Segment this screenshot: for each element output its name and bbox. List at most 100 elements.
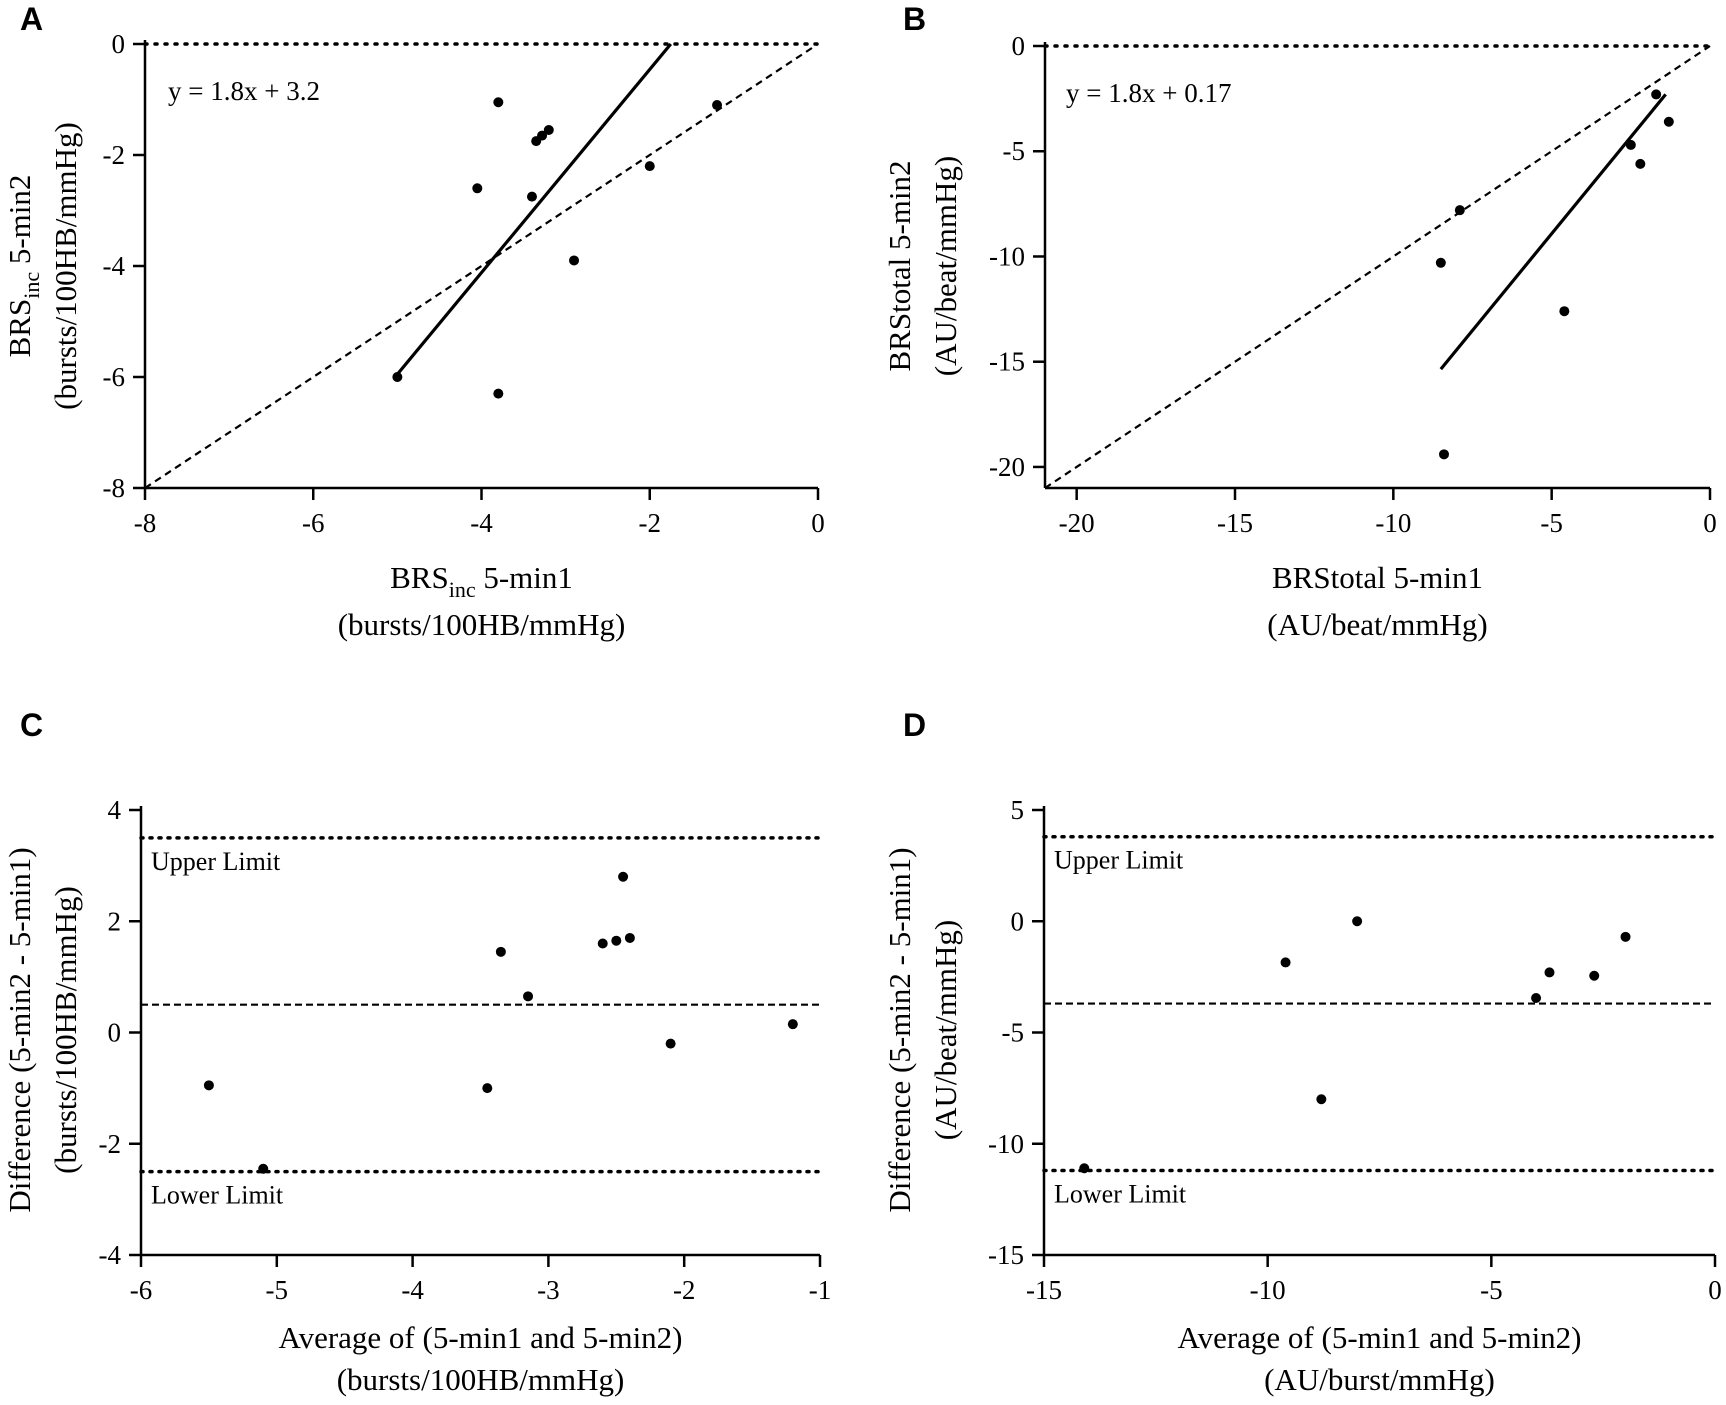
y-tick-label: -5 [1002, 1018, 1025, 1048]
y-tick-label: -15 [989, 347, 1025, 377]
data-point [472, 183, 483, 194]
data-point [1531, 993, 1542, 1004]
x-tick-label: -15 [1217, 508, 1253, 538]
panel-d: D -15 -10 -5 0 5 -15 -10 -5 0 Difference (5-min2 -… [882, 707, 1722, 1397]
y-tick-label: 0 [1012, 31, 1026, 61]
data-point [712, 100, 723, 111]
y-axis-units: (AU/beat/mmHg) [928, 156, 963, 376]
x-tick-label: -1 [809, 1275, 832, 1305]
upper-limit-label: Upper Limit [1054, 846, 1184, 875]
data-point [543, 125, 554, 136]
x-axis-title-main: Average of (5-min1 and 5-min2) [278, 1320, 682, 1355]
data-point [1544, 967, 1555, 978]
x-tick-label: -8 [134, 508, 157, 538]
data-point [1079, 1163, 1090, 1174]
y-axis-units: (bursts/100HB/mmHg) [48, 886, 83, 1174]
y-axis-title-main: BRS [2, 299, 37, 358]
y-tick-label: -2 [103, 140, 126, 170]
data-point [569, 255, 580, 266]
x-tick-label: -3 [537, 1275, 560, 1305]
y-axis-title-main: BRStotal 5-min2 [882, 161, 917, 372]
y-tick-label: 0 [112, 29, 126, 59]
lower-limit-label: Lower Limit [151, 1181, 284, 1210]
x-axis-title: BRStotal 5-min1 [1272, 560, 1483, 595]
data-point [1589, 970, 1600, 981]
y-axis-units: (AU/beat/mmHg) [928, 920, 963, 1140]
x-tick-label: -20 [1059, 508, 1095, 538]
data-point [1625, 139, 1636, 150]
x-tick-label: -4 [470, 508, 493, 538]
y-axis-title: Difference (5-min2 - 5-min1) [882, 847, 917, 1212]
regression-line [1439, 93, 1667, 371]
x-tick-label: -5 [266, 1275, 289, 1305]
y-tick-label: 5 [1011, 795, 1025, 825]
data-point [482, 1083, 493, 1094]
data-point [665, 1038, 676, 1049]
y-axis-title-main: Difference (5-min2 - 5-min1) [882, 847, 917, 1212]
panel-label: C [20, 707, 43, 743]
data-point [203, 1080, 214, 1091]
data-point [526, 191, 537, 202]
data-point [644, 161, 655, 172]
data-point [1316, 1094, 1327, 1105]
identity-line [1044, 45, 1711, 489]
y-axis-title-sub: inc [19, 272, 44, 299]
lower-limit-label: Lower Limit [1054, 1179, 1187, 1208]
data-point [787, 1019, 798, 1030]
x-axis-units: (bursts/100HB/mmHg) [337, 1362, 625, 1397]
x-tick-label: -10 [1250, 1275, 1286, 1305]
data-point [1651, 89, 1662, 100]
data-point [1352, 916, 1363, 927]
y-tick-label: -10 [989, 241, 1025, 271]
x-axis-title-main: BRS [390, 560, 449, 595]
x-tick-label: -6 [302, 508, 325, 538]
y-tick-label: 2 [108, 906, 122, 936]
panel-c: C -4 -2 0 2 4 -6 -5 -4 -3 -2 -1 Difference (5-min2 -… [2, 707, 831, 1397]
data-point [495, 946, 506, 957]
data-point [537, 130, 548, 141]
x-axis-units: (bursts/100HB/mmHg) [338, 607, 626, 642]
x-tick-label: -6 [130, 1275, 153, 1305]
y-tick-label: -8 [103, 473, 126, 503]
y-axis-title-rest: 5-min2 [2, 175, 37, 272]
y-tick-label: -10 [988, 1129, 1024, 1159]
data-point [1454, 205, 1465, 216]
x-axis-units: (AU/burst/mmHg) [1264, 1362, 1495, 1397]
y-tick-label: 4 [108, 795, 122, 825]
y-tick-label: -5 [1003, 136, 1026, 166]
x-tick-label: -5 [1540, 508, 1563, 538]
x-axis-title-sub: inc [449, 577, 476, 602]
x-axis-units: (AU/beat/mmHg) [1267, 607, 1487, 642]
panel-b: B -20 -15 -10 -5 0 -20 -15 -10 -5 0 BRStotal 5-min2… [882, 1, 1717, 642]
data-point [258, 1163, 269, 1174]
y-axis-units: (bursts/100HB/mmHg) [48, 122, 83, 410]
y-axis-title-main: Difference (5-min2 - 5-min1) [2, 847, 37, 1212]
x-tick-label: -2 [673, 1275, 696, 1305]
y-axis-title: BRSinc 5-min2 [2, 175, 44, 358]
identity-line [144, 43, 819, 489]
data-point [523, 991, 534, 1002]
y-tick-label: 0 [1011, 906, 1025, 936]
x-axis-title-main: BRStotal 5-min1 [1272, 560, 1483, 595]
data-point [1559, 306, 1570, 317]
y-tick-label: 0 [108, 1018, 122, 1048]
panel-label: D [903, 707, 926, 743]
data-point [611, 935, 622, 946]
x-tick-label: 0 [1708, 1275, 1722, 1305]
y-tick-label: -6 [103, 362, 126, 392]
data-point [1435, 257, 1446, 268]
y-axis-title: Difference (5-min2 - 5-min1) [2, 847, 37, 1212]
panel-label: B [903, 1, 926, 37]
x-axis-title-main: Average of (5-min1 and 5-min2) [1177, 1320, 1581, 1355]
panel-label: A [20, 1, 43, 37]
y-axis-title: BRStotal 5-min2 [882, 161, 917, 372]
data-point [597, 938, 608, 949]
upper-limit-label: Upper Limit [151, 847, 281, 876]
data-point [493, 388, 504, 399]
regression-equation: y = 1.8x + 0.17 [1066, 78, 1231, 108]
data-point [1439, 449, 1449, 460]
data-point [392, 372, 403, 382]
x-tick-label: 0 [1703, 508, 1717, 538]
